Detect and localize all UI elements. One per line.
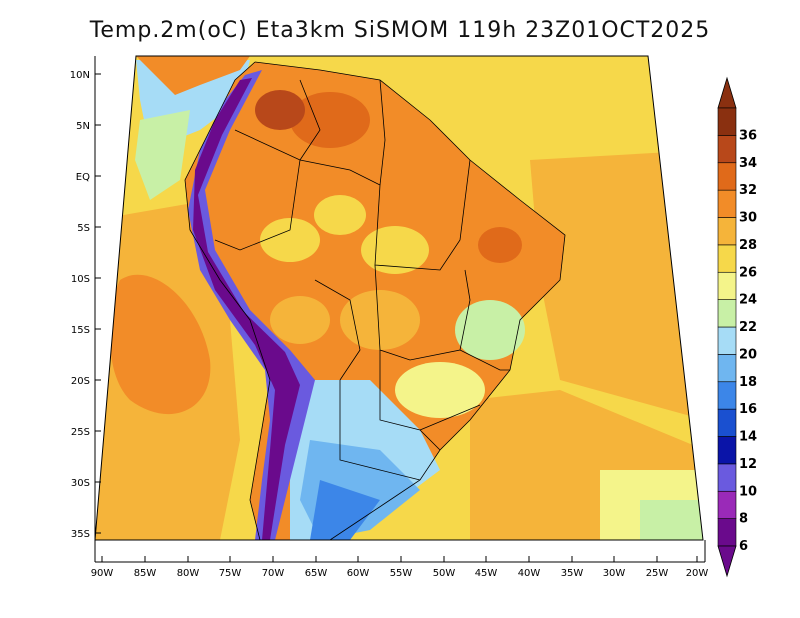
lon-label: 50W [433, 568, 456, 579]
lon-label: 25W [646, 568, 669, 579]
lon-label: 70W [262, 568, 285, 579]
colorbar-min-arrow [717, 545, 737, 578]
lat-label: 20S [71, 376, 90, 387]
colorbar-label: 30 [739, 211, 757, 226]
colorbar-swatch [717, 162, 737, 191]
colorbar-label: 10 [739, 484, 757, 499]
temperature-field [95, 56, 703, 540]
colorbar-label: 22 [739, 320, 757, 335]
colorbar-swatch [717, 189, 737, 218]
map-title: Temp.2m(oC) Eta3km SiSMOM 119h 23Z01OCT2… [89, 18, 711, 43]
colorbar-swatch [717, 408, 737, 437]
lon-label: 85W [134, 568, 157, 579]
colorbar-swatch [717, 436, 737, 465]
longitude-axis: 90W 85W 80W 75W 70W 65W 60W 55W 50W 45W … [91, 556, 709, 579]
colorbar-swatch [717, 271, 737, 300]
colorbar-swatch [717, 326, 737, 355]
colorbar-swatch [717, 244, 737, 273]
colorbar-swatch [717, 490, 737, 519]
colorbar-swatch [717, 107, 737, 136]
lon-label: 80W [177, 568, 200, 579]
lon-label: 35W [561, 568, 584, 579]
lon-label: 30W [603, 568, 626, 579]
lon-label: 90W [91, 568, 114, 579]
lon-label: 60W [347, 568, 370, 579]
lat-label: 30S [71, 478, 90, 489]
colorbar-label: 18 [739, 375, 757, 390]
colorbar-swatch [717, 463, 737, 492]
latitude-axis: 10N 5N EQ 5S 10S 15S 20S 25S 30S 35S [70, 70, 101, 540]
lat-label: 10S [71, 274, 90, 285]
country-borders [184, 61, 566, 540]
colorbar-swatch [717, 518, 737, 547]
colorbar-label: 32 [739, 183, 757, 198]
colorbar-max-arrow [717, 76, 737, 109]
lat-label: 15S [71, 325, 90, 336]
colorbar-swatch [717, 217, 737, 246]
colorbar-label: 16 [739, 402, 757, 417]
colorbar-label: 12 [739, 457, 757, 472]
lon-label: 65W [305, 568, 328, 579]
colorbar: 6 8 10 12 14 16 18 20 22 24 26 28 30 32 34 36 [717, 76, 757, 578]
lat-label: 35S [71, 529, 90, 540]
lat-label: 5N [76, 121, 90, 132]
colorbar-label: 24 [739, 293, 757, 308]
colorbar-label: 26 [739, 265, 757, 280]
colorbar-swatch [717, 354, 737, 383]
lon-label: 75W [219, 568, 242, 579]
lon-label: 45W [475, 568, 498, 579]
colorbar-label: 8 [739, 512, 748, 527]
lat-label: 10N [70, 70, 90, 81]
lon-label: 20W [686, 568, 709, 579]
colorbar-label: 36 [739, 128, 757, 143]
lat-label: 5S [77, 223, 90, 234]
colorbar-label: 6 [739, 539, 748, 554]
colorbar-label: 14 [739, 430, 757, 445]
lon-label: 40W [518, 568, 541, 579]
lat-label: EQ [76, 172, 90, 183]
colorbar-swatch [717, 135, 737, 164]
map-frame [94, 55, 704, 541]
colorbar-swatch [717, 381, 737, 410]
colorbar-swatch [717, 299, 737, 328]
lat-label: 25S [71, 427, 90, 438]
lon-label: 55W [390, 568, 413, 579]
colorbar-label: 20 [739, 347, 757, 362]
colorbar-label: 28 [739, 238, 757, 253]
colorbar-label: 34 [739, 156, 757, 171]
